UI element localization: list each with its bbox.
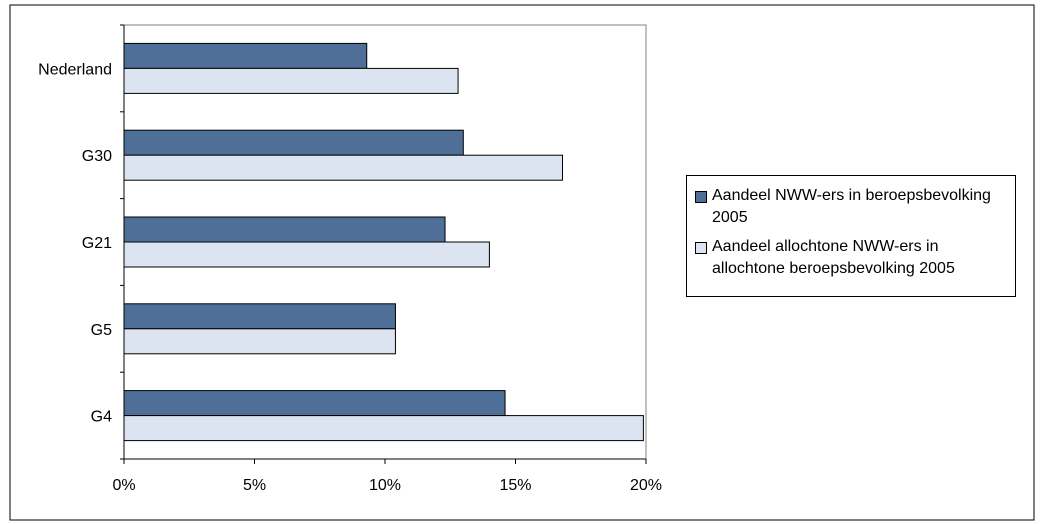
legend-label-series-2: Aandeel allochtone NWW-ers in allochtone… xyxy=(712,238,955,277)
x-tick-label: 0% xyxy=(112,477,135,494)
bar-g30-series-1 xyxy=(123,129,464,156)
bars-layer xyxy=(123,42,644,442)
axes-layer xyxy=(120,24,647,464)
y-tick-label: Nederland xyxy=(38,61,112,78)
legend-swatch-series-2 xyxy=(695,242,707,254)
y-tick-label: G21 xyxy=(82,235,112,252)
bar-g4-series-1 xyxy=(123,390,506,417)
bar-g21-series-2 xyxy=(123,241,490,268)
bar-nederland-series-2 xyxy=(123,67,459,94)
y-tick-label: G4 xyxy=(91,409,112,426)
y-tick-label: G30 xyxy=(82,148,112,165)
legend-label-series-1: Aandeel NWW-ers in beroepsbevolking 2005 xyxy=(712,187,991,226)
x-tick-label: 10% xyxy=(369,477,401,494)
y-tick-label: G5 xyxy=(91,322,112,339)
x-tick-label: 20% xyxy=(630,477,662,494)
legend-entry-series-1: Aandeel NWW-ers in beroepsbevolking 2005 xyxy=(695,185,1009,229)
bar-nederland-series-1 xyxy=(123,42,368,69)
x-tick-label: 5% xyxy=(243,477,266,494)
bar-g4-series-2 xyxy=(123,415,644,442)
bar-g21-series-1 xyxy=(123,216,446,243)
bar-g30-series-2 xyxy=(123,154,563,181)
legend-swatch-series-1 xyxy=(695,191,707,203)
x-tick-label: 15% xyxy=(499,477,531,494)
labels-layer: Nederland G30 G21 G5 G4 0% 5% 10% 15% 20% xyxy=(38,61,662,494)
bar-g5-series-2 xyxy=(123,328,396,355)
legend: Aandeel NWW-ers in beroepsbevolking 2005… xyxy=(686,175,1016,297)
legend-entry-series-2: Aandeel allochtone NWW-ers in allochtone… xyxy=(695,236,1009,280)
bar-g5-series-1 xyxy=(123,303,396,330)
